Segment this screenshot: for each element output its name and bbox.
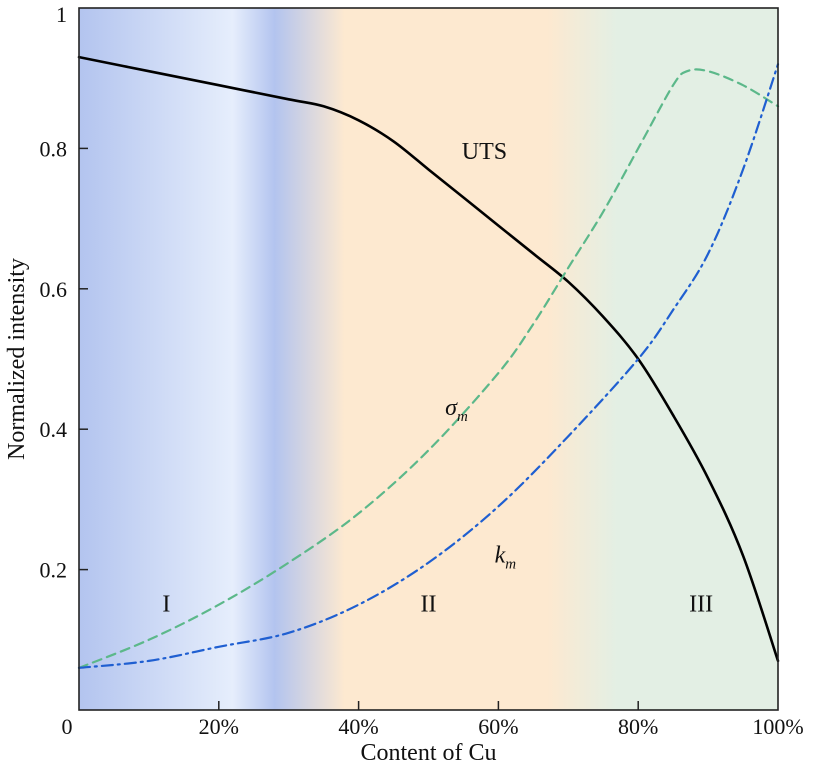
y-tick-label: 0.6 <box>40 277 68 302</box>
region-label-iii: III <box>689 592 713 618</box>
region-label-ii: II <box>421 592 437 618</box>
plot-background <box>79 8 778 710</box>
region-label-i: I <box>162 592 170 618</box>
plot-frame <box>78 7 779 711</box>
x-tick-label: 40% <box>338 714 378 739</box>
x-tick-label: 20% <box>199 714 239 739</box>
series-label-symbol: UTS <box>462 139 507 165</box>
series-label-k-m: km <box>495 543 517 573</box>
series-label-sigma-m: σm <box>445 395 468 425</box>
axis-ticks: 0 20% 40% 60% 80% 100% 0.2 0.4 0.6 0.8 1 <box>40 2 804 739</box>
y-tick-label: 1 <box>56 2 67 27</box>
series-label-symbol: σ <box>445 395 458 421</box>
series-label-uts: UTS <box>462 139 507 165</box>
x-tick-label: 80% <box>618 714 658 739</box>
y-tick-label: 0.4 <box>40 417 68 442</box>
series-line-uts <box>77 55 780 663</box>
x-axis-label: Content of Cu <box>361 740 497 766</box>
y-tick-label: 0.8 <box>40 136 68 161</box>
data-curves <box>77 55 780 669</box>
x-tick-label: 100% <box>752 714 803 739</box>
y-axis-label: Normalized intensity <box>4 258 30 460</box>
x-tick-label: 0 <box>62 714 73 739</box>
series-label-subscript: m <box>457 409 468 425</box>
series-label-symbol: k <box>495 543 506 569</box>
series-line-k-m <box>77 63 780 669</box>
y-tick-label: 0.2 <box>40 558 68 583</box>
series-line-sigma-m <box>77 68 780 669</box>
x-tick-label: 60% <box>478 714 518 739</box>
series-label-subscript: m <box>505 557 516 573</box>
